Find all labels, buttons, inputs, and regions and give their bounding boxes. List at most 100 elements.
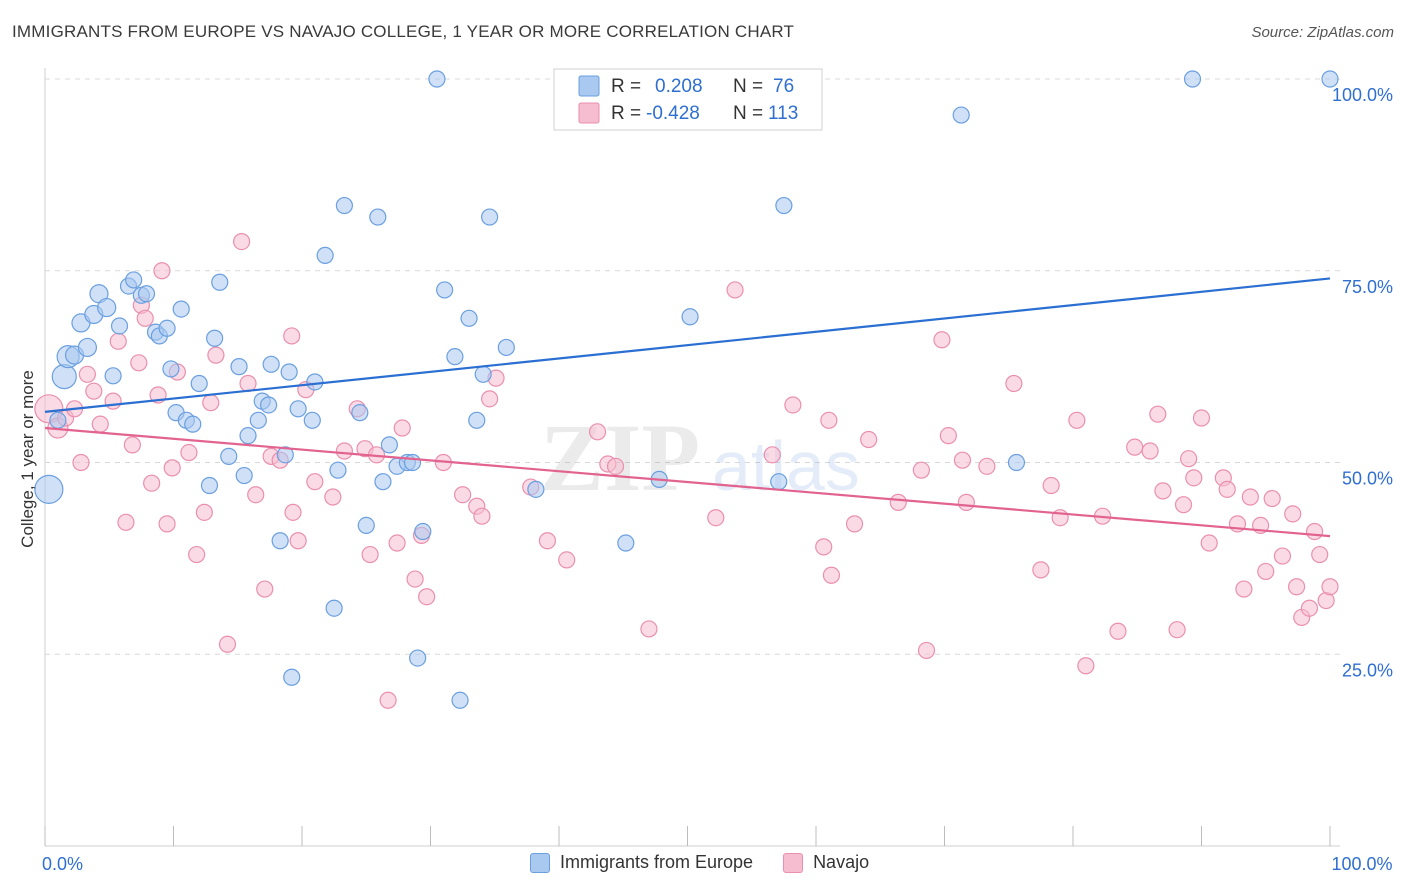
y-tick-label: 100.0%: [1332, 85, 1393, 105]
europe-point: [468, 411, 486, 429]
navajo-point: [418, 588, 436, 606]
navajo-point: [815, 538, 833, 556]
navajo-point: [822, 566, 841, 584]
navajo-point: [284, 503, 302, 521]
navajo-point: [335, 442, 354, 460]
europe-point: [497, 338, 515, 357]
navajo-point: [558, 551, 576, 569]
europe-point: [460, 309, 478, 327]
navajo-point: [406, 570, 424, 588]
navajo-point: [289, 532, 307, 550]
y-tick-label: 75.0%: [1342, 277, 1393, 297]
europe-point: [369, 208, 387, 226]
navajo-point: [153, 262, 171, 280]
europe-point: [235, 466, 253, 485]
europe-point: [617, 534, 635, 552]
navajo-point: [845, 515, 864, 533]
europe-point: [97, 297, 117, 318]
navajo-point: [1305, 522, 1324, 541]
y-axis-label: College, 1 year or more: [18, 370, 37, 548]
navajo-point: [1005, 374, 1023, 393]
europe-point: [403, 453, 422, 472]
europe-point: [34, 474, 64, 504]
navajo-point: [1257, 562, 1275, 581]
navajo-point: [1311, 545, 1329, 564]
navajo-point: [247, 486, 265, 504]
legend-item-europe[interactable]: Immigrants from Europe: [530, 852, 753, 873]
trend-line-navajo: [44, 426, 1331, 538]
europe-point: [49, 411, 67, 429]
europe-point: [51, 363, 77, 390]
navajo-point: [1263, 489, 1281, 508]
navajo-point: [1126, 438, 1144, 456]
legend-item-navajo[interactable]: Navajo: [783, 852, 869, 873]
europe-point: [374, 473, 392, 491]
navajo-point: [72, 453, 90, 472]
navajo-point: [1109, 622, 1127, 640]
legend-r-value-navajo: -0.428: [646, 103, 700, 124]
navajo-point: [707, 509, 725, 527]
europe-point: [158, 319, 176, 337]
navajo-point: [1273, 547, 1292, 565]
navajo-point: [136, 309, 154, 327]
europe-point: [262, 355, 280, 373]
legend-swatch-europe: [530, 852, 550, 873]
europe-point: [125, 271, 143, 289]
watermark-atlas: atlas: [712, 427, 860, 505]
europe-point: [220, 447, 238, 465]
navajo-point: [1200, 534, 1218, 552]
europe-point: [316, 246, 334, 265]
navajo-point: [820, 411, 838, 429]
europe-point: [190, 374, 208, 393]
legend-label-europe: Immigrants from Europe: [560, 852, 754, 872]
navajo-point: [143, 474, 161, 492]
navajo-point: [588, 423, 607, 441]
europe-point: [527, 480, 545, 498]
navajo-point: [85, 382, 103, 400]
europe-point: [172, 300, 190, 318]
navajo-point: [860, 430, 878, 449]
y-tick-label: 25.0%: [1342, 660, 1393, 680]
navajo-point: [123, 436, 141, 454]
navajo-point: [393, 419, 411, 437]
europe-point: [283, 668, 301, 686]
europe-point: [451, 691, 469, 709]
europe-point: [409, 649, 427, 667]
europe-point: [271, 532, 289, 550]
source-credit: Source: ZipAtlas.com: [1251, 24, 1394, 41]
europe-point: [436, 281, 454, 299]
navajo-point: [324, 488, 342, 506]
tick-labels: 25.0% 50.0% 75.0% 100.0% 0.0% 100.0%: [42, 85, 1393, 874]
navajo-point: [1180, 450, 1198, 468]
europe-point: [137, 285, 156, 303]
europe-point: [259, 396, 278, 414]
legend-swatch-europe: [578, 75, 600, 97]
navajo-point: [1032, 561, 1050, 579]
legend-swatch-navajo: [578, 102, 600, 124]
watermark: ZIP atlas: [540, 404, 860, 511]
navajo-point: [361, 545, 379, 564]
navajo-point: [606, 457, 625, 475]
navajo-point: [202, 394, 220, 412]
europe-point: [249, 411, 267, 429]
europe-point: [230, 358, 248, 376]
navajo-point: [1154, 482, 1172, 500]
legend-n-value-navajo: 113: [768, 103, 798, 124]
europe-point: [206, 329, 224, 347]
navajo-point: [188, 545, 206, 564]
navajo-point: [933, 331, 951, 349]
europe-point: [474, 365, 492, 383]
series-legend: Immigrants from Europe Navajo: [530, 852, 899, 873]
navajo-point: [1287, 578, 1306, 596]
navajo-point: [388, 534, 406, 552]
europe-point: [775, 196, 793, 215]
x-tick-label: 0.0%: [42, 854, 83, 874]
navajo-point: [1068, 411, 1086, 429]
navajo-point: [256, 580, 274, 598]
europe-point: [77, 337, 98, 358]
navajo-point: [239, 374, 257, 393]
navajo-point: [1168, 621, 1186, 639]
chart-title: IMMIGRANTS FROM EUROPE VS NAVAJO COLLEGE…: [12, 22, 795, 41]
navajo-point: [379, 691, 397, 709]
legend-r-value-europe: 0.208: [655, 76, 703, 97]
